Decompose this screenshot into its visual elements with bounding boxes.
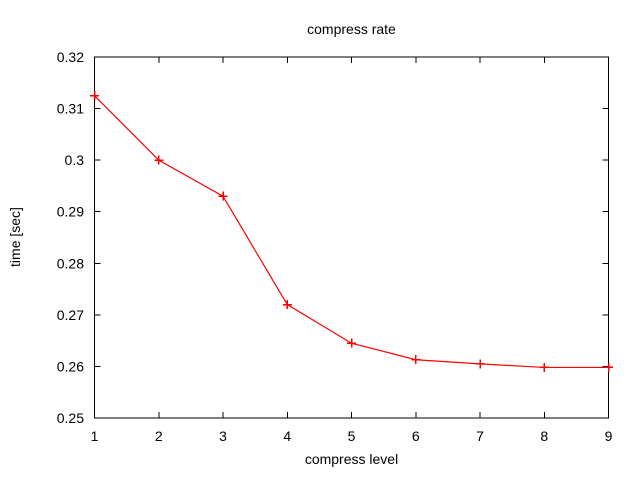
x-axis-label: compress level [304, 451, 399, 467]
y-tick-label: 0.27 [57, 307, 84, 323]
y-tick-label: 0.32 [57, 49, 84, 65]
x-tick-label: 5 [348, 428, 356, 444]
series-line [94, 95, 609, 369]
x-tick-label: 6 [412, 428, 420, 444]
y-tick-label: 0.29 [57, 204, 84, 220]
y-tick-label: 0.28 [57, 255, 84, 271]
y-tick-label: 0.3 [65, 152, 85, 168]
x-tick-label: 9 [605, 428, 613, 444]
chart-title: compress rate [307, 21, 396, 37]
x-tick-label: 4 [283, 428, 291, 444]
y-tick-label: 0.25 [57, 410, 84, 426]
plot-border [94, 56, 609, 419]
x-tick-label: 1 [91, 428, 99, 444]
y-tick-label: 0.31 [57, 101, 84, 117]
x-tick-label: 7 [476, 428, 484, 444]
x-tick-label: 2 [155, 428, 163, 444]
x-tick-label: 8 [540, 428, 548, 444]
x-tick-label: 3 [219, 428, 227, 444]
y-tick-label: 0.26 [57, 358, 84, 374]
